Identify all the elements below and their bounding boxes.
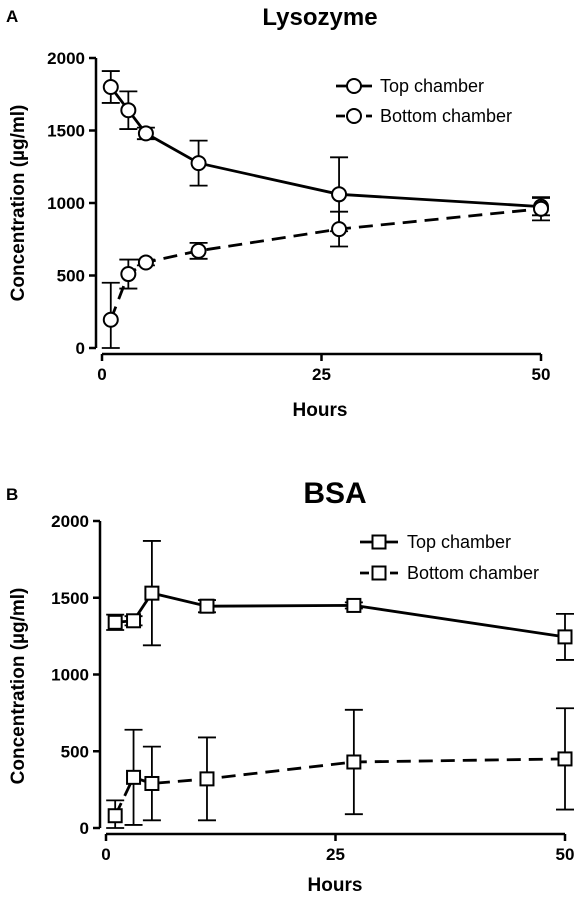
x-tick-label: 0	[101, 845, 110, 864]
series-line	[115, 591, 566, 639]
data-point	[190, 155, 207, 172]
y-tick-label: 0	[80, 819, 89, 838]
series-group-a	[101, 70, 550, 349]
x-tick-label: 25	[326, 845, 345, 864]
panel-b: B BSA Concentration (µg/ml) Hours 050010…	[6, 477, 574, 896]
data-point	[107, 614, 123, 630]
data-point	[346, 597, 362, 613]
y-tick-label: 1000	[47, 194, 85, 213]
data-point	[102, 79, 119, 95]
x-tick-label: 25	[312, 365, 331, 384]
y-axis-label-a: Concentration (µg/ml)	[8, 105, 29, 302]
y-tick-label: 500	[61, 742, 89, 761]
legend-marker	[346, 78, 362, 94]
series-line	[109, 86, 542, 208]
panel-letter-a: A	[6, 7, 18, 26]
y-tick-label: 1000	[51, 666, 89, 685]
axes-b: 0 500 1000 1500 2000 0 25 50	[51, 512, 574, 864]
axes-a: 0 500 1000 1500 2000 0 25 50	[47, 49, 550, 384]
data-point	[107, 808, 123, 824]
legend-label: Top chamber	[407, 532, 511, 552]
data-point	[190, 242, 207, 259]
y-tick-label: 500	[57, 267, 85, 286]
y-tick-label: 2000	[51, 512, 89, 531]
data-point	[120, 266, 137, 283]
series-bottom-chamber	[101, 196, 550, 349]
data-point	[137, 125, 154, 142]
y-tick-label: 0	[76, 339, 85, 358]
data-point	[331, 221, 348, 238]
data-point	[346, 754, 362, 770]
data-point	[120, 102, 137, 119]
x-axis-label-b: Hours	[308, 875, 363, 896]
y-tick-label: 2000	[47, 49, 85, 68]
x-tick-label: 50	[556, 845, 575, 864]
legend-b: Top chamber Bottom chamber	[360, 532, 539, 583]
data-point	[144, 775, 160, 791]
legend-marker	[371, 534, 387, 550]
series-line	[109, 207, 542, 321]
legend-item-bottom-chamber: Bottom chamber	[360, 563, 539, 583]
series-top-chamber	[106, 540, 574, 661]
legend-item-bottom-chamber: Bottom chamber	[336, 106, 512, 126]
legend-marker	[346, 108, 362, 124]
legend-label: Bottom chamber	[380, 106, 512, 126]
data-point	[144, 585, 160, 601]
data-point	[533, 200, 549, 217]
data-point	[137, 254, 154, 271]
y-tick-label: 1500	[51, 589, 89, 608]
y-tick-label: 1500	[47, 122, 85, 141]
legend-a: Top chamber Bottom chamber	[336, 76, 512, 126]
x-axis-label-a: Hours	[293, 400, 348, 421]
data-point	[557, 751, 573, 767]
data-point	[199, 598, 215, 614]
data-point	[557, 629, 573, 645]
data-point	[331, 186, 348, 203]
legend-item-top-chamber: Top chamber	[360, 532, 511, 552]
legend-label: Bottom chamber	[407, 563, 539, 583]
series-line	[113, 757, 566, 817]
x-tick-label: 0	[97, 365, 106, 384]
series-group-b	[106, 540, 574, 829]
y-axis-label-b: Concentration (µg/ml)	[8, 588, 29, 785]
data-point	[102, 311, 119, 328]
x-tick-label: 50	[532, 365, 551, 384]
chart-title-b: BSA	[303, 477, 366, 510]
legend-label: Top chamber	[380, 76, 484, 96]
panel-a: A Lysozyme Concentration (µg/ml) Hours 0…	[6, 4, 550, 421]
data-point	[126, 769, 142, 785]
chart-title-a: Lysozyme	[262, 4, 377, 31]
panel-letter-b: B	[6, 485, 18, 504]
data-point	[199, 771, 215, 787]
series-bottom-chamber	[106, 707, 574, 829]
data-point	[126, 613, 142, 629]
legend-marker	[371, 565, 387, 581]
legend-item-top-chamber: Top chamber	[336, 76, 484, 96]
